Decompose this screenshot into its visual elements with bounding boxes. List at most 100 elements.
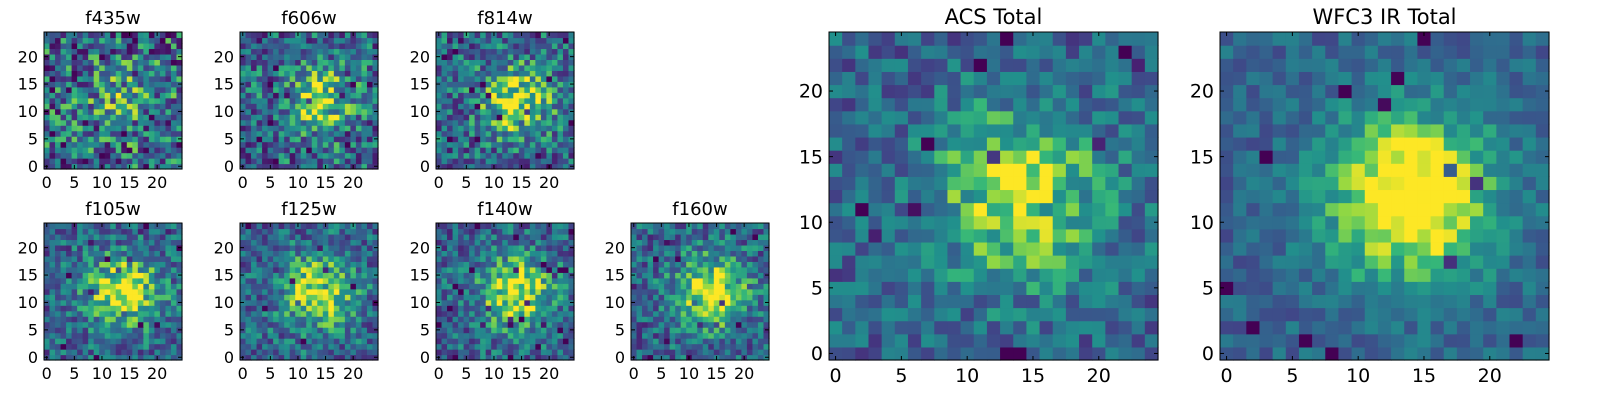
heatmap-cell [333,283,340,290]
heatmap-cell [339,343,346,350]
heatmap-cell [502,147,509,154]
heatmap-cell [1079,228,1093,243]
heatmap-cell [55,244,62,251]
heatmap-cell [507,277,514,284]
heatmap-cell [289,97,296,104]
heatmap-cell [262,283,269,290]
heatmap-cell [245,294,252,301]
heatmap-cell [278,288,285,295]
heatmap-cell [49,233,56,241]
heatmap-cell [452,158,459,165]
heatmap-cell [88,125,95,132]
heatmap-cell [311,75,318,82]
x-tick-label: 0 [238,364,248,383]
heatmap-cell [295,158,302,165]
heatmap-cell [350,305,357,312]
heatmap-cell [317,158,324,165]
heatmap-cell [735,277,742,284]
heatmap-cell [251,86,258,93]
heatmap-cell [240,130,247,137]
heatmap-cell [82,321,89,328]
heatmap-cell [121,299,128,306]
heatmap-cell [557,343,564,350]
heatmap-cell [452,97,459,104]
heatmap-cell [658,261,665,268]
heatmap-cell [273,108,280,115]
heatmap-cell [165,97,172,104]
heatmap-cell [1118,307,1133,322]
heatmap-cell [702,327,709,334]
heatmap-cell [115,103,122,110]
heatmap-cell [1131,176,1146,191]
heatmap-cell [115,64,122,71]
heatmap-cell [93,158,100,165]
heatmap-cell [562,310,570,317]
heatmap-cell [143,294,150,301]
heatmap-cell [675,239,682,246]
heatmap-cell [251,294,258,301]
heatmap-cell [262,163,269,170]
heatmap-cell [730,283,737,290]
heatmap-cell [973,202,988,217]
heatmap-cell [317,53,324,60]
heatmap-cell [686,250,693,257]
heatmap-cell [1118,189,1133,204]
heatmap-cell [49,332,56,339]
heatmap-cell [907,268,922,282]
heatmap-cell [170,114,178,121]
heatmap-cell [44,59,51,66]
heatmap-cell [66,305,73,312]
heatmap-cell [973,228,988,243]
heatmap-cell [452,103,459,110]
heatmap-cell [907,320,922,335]
heatmap-cell [842,294,856,309]
heatmap-cell [55,152,62,159]
heatmap-cell [653,310,660,317]
heatmap-cell [350,283,357,290]
heatmap-cell [137,316,144,323]
heatmap-cell [306,316,313,323]
heatmap-cell [474,316,481,323]
heatmap-cell [77,266,84,273]
heatmap-cell [842,346,856,361]
heatmap-cell [339,272,346,279]
heatmap-cell [251,327,258,334]
heatmap-cell [485,321,492,328]
heatmap-cell [55,327,62,334]
heatmap-cell [513,233,520,241]
heatmap-cell [973,215,988,230]
heatmap-cell [295,37,302,44]
heatmap-cell [137,53,144,60]
heatmap-cell [159,92,167,99]
heatmap-cell [1052,255,1067,269]
heatmap-cell [463,53,470,60]
heatmap-cell [763,349,770,356]
heatmap-cell [176,255,183,262]
heatmap-cell [1105,228,1120,243]
heatmap-cell [284,163,291,170]
heatmap-cell [126,310,133,317]
heatmap-cell [55,163,62,170]
heatmap-cell [350,233,357,241]
heatmap-cell [562,147,570,154]
heatmap-cell [372,42,379,50]
heatmap-cell [273,321,280,328]
heatmap-cell [551,349,559,356]
heatmap-cell [121,32,128,39]
heatmap-cell [300,310,307,317]
heatmap-cell [669,299,676,306]
heatmap-cell [719,250,726,257]
heatmap-cell [322,136,329,143]
heatmap-cell [746,316,754,323]
heatmap-cell [507,299,514,306]
heatmap-cell [60,299,67,306]
heatmap-cell [502,92,509,99]
heatmap-cell [60,53,67,60]
heatmap-cell [474,141,481,148]
heatmap-cell [77,59,84,66]
heatmap-cell [540,332,547,339]
heatmap-cell [328,158,335,165]
heatmap-cell [675,255,682,262]
heatmap-cell [295,244,302,251]
heatmap-cell [311,244,318,251]
